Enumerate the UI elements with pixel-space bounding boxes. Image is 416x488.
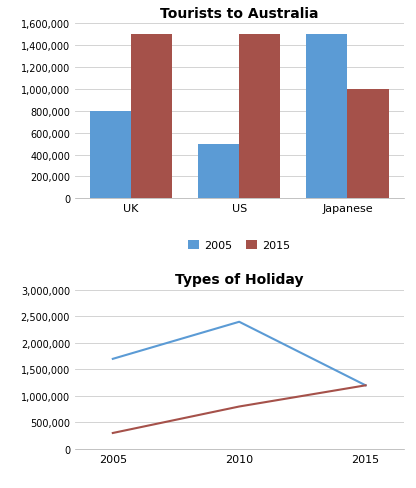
Bar xyxy=(90,112,131,199)
staying at resort xyxy=(363,383,368,388)
Bar xyxy=(239,35,280,199)
Title: Types of Holiday: Types of Holiday xyxy=(175,272,303,286)
Title: Tourists to Australia: Tourists to Australia xyxy=(160,6,319,20)
Line: staying at resort: staying at resort xyxy=(113,322,366,386)
Bar xyxy=(198,144,239,199)
backpacking xyxy=(110,430,115,436)
Legend: staying at resort, backpacking: staying at resort, backpacking xyxy=(126,486,353,488)
Legend: 2005, 2015: 2005, 2015 xyxy=(183,236,295,255)
staying at resort xyxy=(110,356,115,362)
Line: backpacking: backpacking xyxy=(113,386,366,433)
staying at resort xyxy=(237,319,242,325)
backpacking xyxy=(237,404,242,409)
Bar xyxy=(347,90,389,199)
backpacking xyxy=(363,383,368,388)
Bar xyxy=(131,35,172,199)
Bar xyxy=(306,35,347,199)
